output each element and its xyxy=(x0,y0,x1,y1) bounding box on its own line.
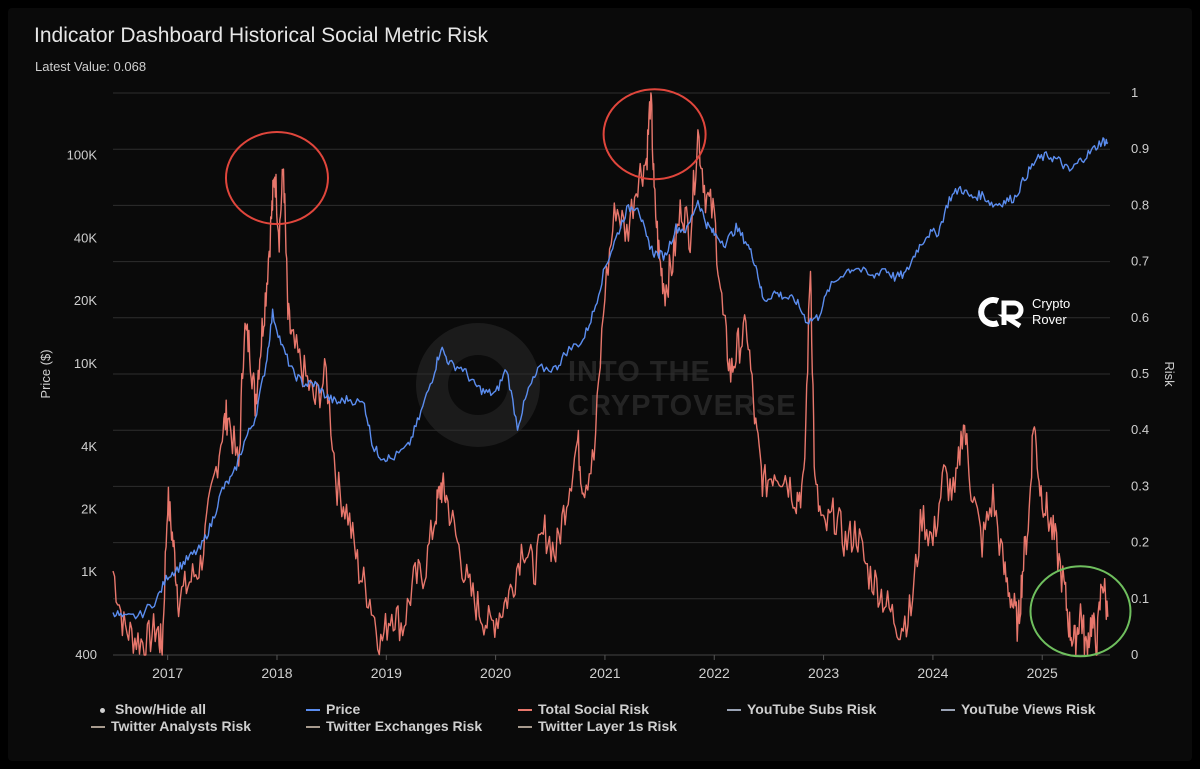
legend-symbol-icon xyxy=(306,709,320,712)
legend-label: Show/Hide all xyxy=(115,701,207,717)
watermark-line-2: CRYPTOVERSE xyxy=(568,390,797,422)
y-left-tick-label: 1K xyxy=(81,564,97,579)
legend-label: YouTube Subs Risk xyxy=(747,701,877,717)
legend-symbol-icon xyxy=(941,709,955,712)
y-left-tick-label: 400 xyxy=(75,647,97,662)
y-right-tick-label: 0.3 xyxy=(1131,478,1149,493)
legend-item-price[interactable]: Price xyxy=(306,701,360,717)
brand-line-2: Rover xyxy=(1032,312,1067,327)
x-tick-label: 2021 xyxy=(589,665,620,681)
legend-item-twitter-layer-1s-risk[interactable]: Twitter Layer 1s Risk xyxy=(518,718,677,734)
legend-label: Total Social Risk xyxy=(538,701,649,717)
y-right-tick-label: 0.2 xyxy=(1131,535,1149,550)
legend-symbol-icon xyxy=(306,726,320,729)
annotation-ellipse-1 xyxy=(602,88,707,181)
x-tick-label: 2022 xyxy=(699,665,730,681)
y-right-tick-label: 0 xyxy=(1131,647,1138,662)
legend-item-show-hide-all[interactable]: Show/Hide all xyxy=(96,701,206,717)
grid-lines xyxy=(113,92,1110,656)
watermark-logo-icon xyxy=(416,323,540,447)
y-right-tick-label: 0.4 xyxy=(1131,422,1149,437)
y-right-ticks: 0 0.1 0.2 0.3 0.4 0.5 0.6 0.7 0.8 0.9 1 xyxy=(1131,85,1149,662)
legend-symbol-icon xyxy=(518,726,532,729)
chart-title: Indicator Dashboard Historical Social Me… xyxy=(34,24,488,47)
price-line xyxy=(112,137,1109,620)
y-left-ticks: 400 1K 2K 4K 10K 20K 40K 100K xyxy=(67,148,98,662)
x-tick-label: 2019 xyxy=(371,665,402,681)
legend-label: Twitter Exchanges Risk xyxy=(326,718,483,734)
annotation-ellipse-2 xyxy=(1029,565,1132,658)
total-social-risk-line xyxy=(112,92,1109,656)
chart-legend: Show/Hide all Price Total Social Risk YouTu… xyxy=(0,700,1200,740)
x-tick-label: 2020 xyxy=(480,665,511,681)
watermark-line-1: INTO THE xyxy=(568,356,711,388)
x-tick-label: 2017 xyxy=(152,665,183,681)
y-right-axis-label: Risk xyxy=(1162,361,1177,387)
annotations xyxy=(224,88,1132,658)
y-right-tick-label: 0.6 xyxy=(1131,310,1149,325)
y-left-tick-label: 40K xyxy=(74,231,97,246)
y-right-tick-label: 0.5 xyxy=(1131,366,1149,381)
y-left-tick-label: 10K xyxy=(74,356,97,371)
legend-label: Twitter Analysts Risk xyxy=(111,718,252,734)
y-right-tick-label: 0.1 xyxy=(1131,591,1149,606)
x-ticks: 2017 2018 2019 2020 2021 2022 2023 2024 2025 xyxy=(113,654,1110,681)
y-left-tick-label: 4K xyxy=(81,439,97,454)
y-left-axis-label: Price ($) xyxy=(38,349,53,398)
y-right-tick-label: 0.9 xyxy=(1131,141,1149,156)
y-left-tick-label: 100K xyxy=(67,148,98,163)
legend-item-youtube-subs-risk[interactable]: YouTube Subs Risk xyxy=(727,701,876,717)
legend-item-total-social-risk[interactable]: Total Social Risk xyxy=(518,701,649,717)
legend-item-twitter-exchanges-risk[interactable]: Twitter Exchanges Risk xyxy=(306,718,482,734)
y-right-tick-label: 1 xyxy=(1131,85,1138,100)
legend-label: YouTube Views Risk xyxy=(961,701,1096,717)
legend-label: Price xyxy=(326,701,361,717)
x-tick-label: 2023 xyxy=(808,665,839,681)
cr-logo-icon xyxy=(978,297,1024,329)
latest-value: Latest Value: 0.068 xyxy=(35,59,147,74)
legend-symbol-icon xyxy=(100,707,105,713)
annotation-ellipse-0 xyxy=(224,131,329,226)
x-tick-label: 2024 xyxy=(917,665,948,681)
series-lines[interactable] xyxy=(112,92,1109,656)
legend-label: Twitter Layer 1s Risk xyxy=(538,718,678,734)
legend-item-twitter-analysts-risk[interactable]: Twitter Analysts Risk xyxy=(91,718,251,734)
y-right-tick-label: 0.8 xyxy=(1131,197,1149,212)
legend-item-youtube-views-risk[interactable]: YouTube Views Risk xyxy=(941,701,1096,717)
brand-line-1: Crypto xyxy=(1032,296,1071,311)
legend-symbol-icon xyxy=(518,709,532,712)
chart-frame xyxy=(8,8,1192,761)
y-left-tick-label: 2K xyxy=(81,501,97,516)
watermark: INTO THE CRYPTOVERSE xyxy=(568,355,797,423)
crypto-rover-brand: Crypto Rover xyxy=(976,295,1096,329)
legend-symbol-icon xyxy=(727,709,741,712)
x-tick-label: 2018 xyxy=(261,665,292,681)
y-left-tick-label: 20K xyxy=(74,293,97,308)
y-right-tick-label: 0.7 xyxy=(1131,254,1149,269)
legend-symbol-icon xyxy=(91,726,105,729)
x-tick-label: 2025 xyxy=(1027,665,1058,681)
